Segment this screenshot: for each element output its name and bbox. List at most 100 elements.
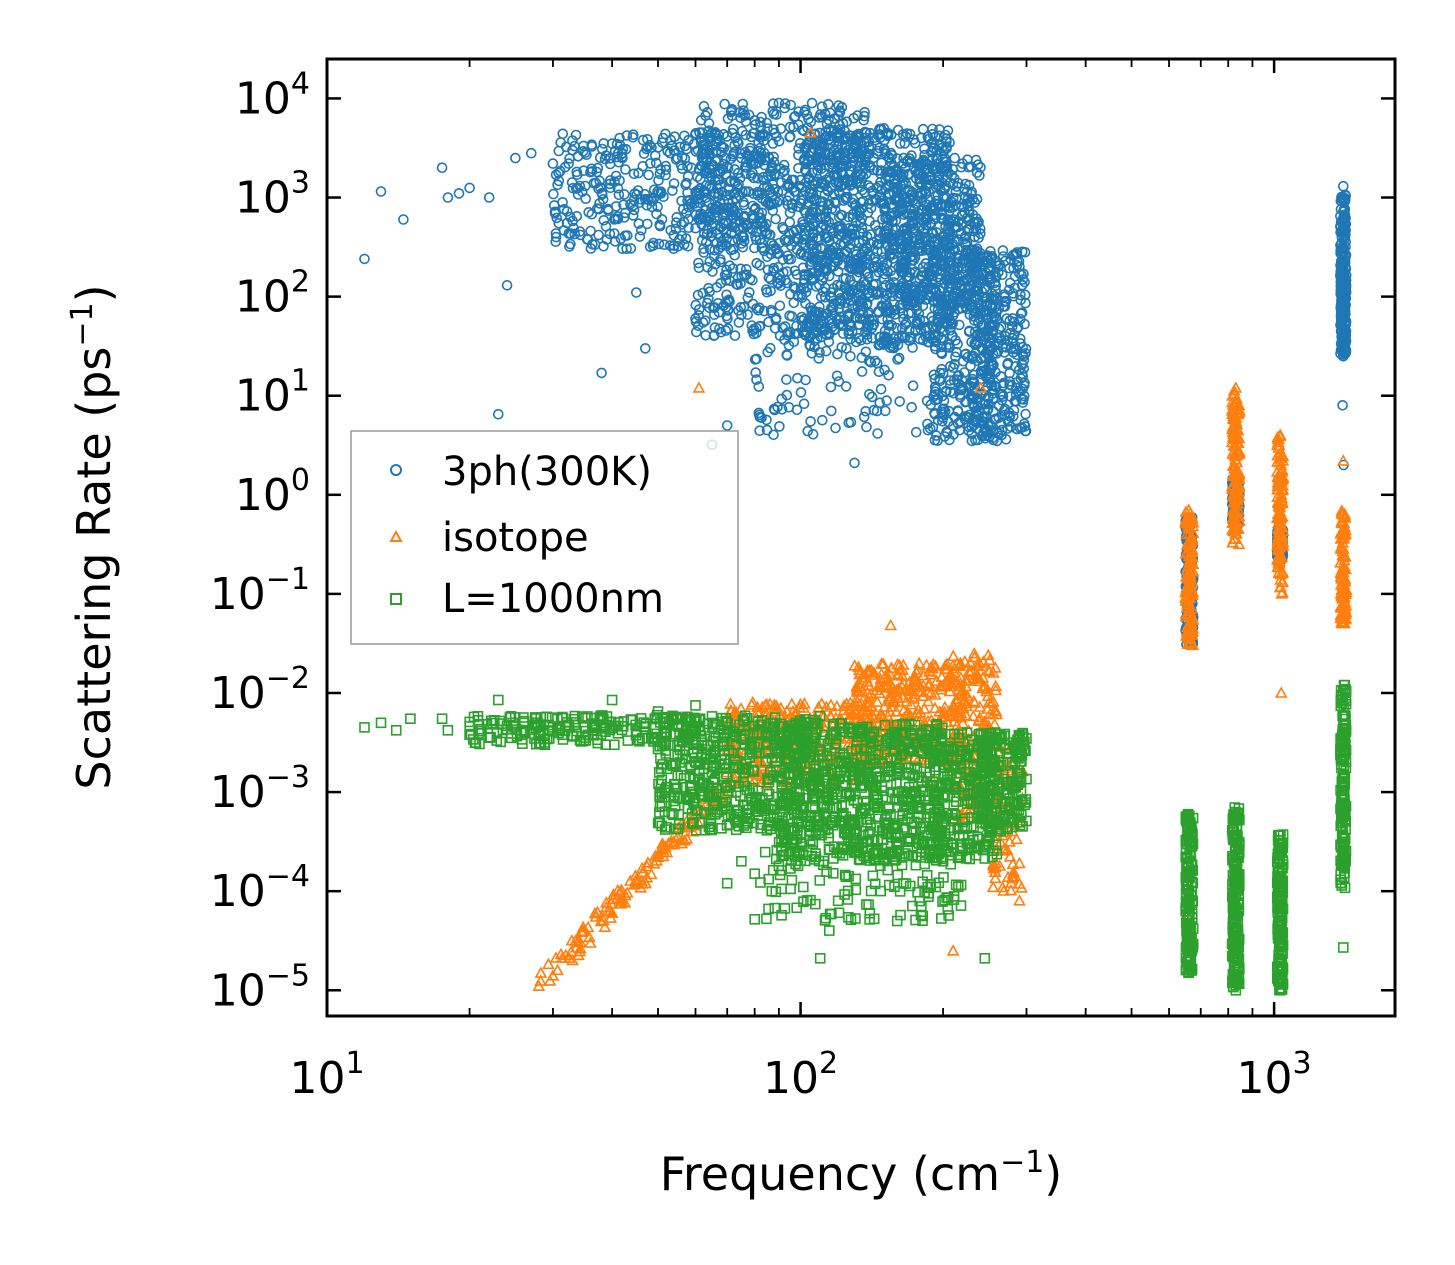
3ph-point: [709, 167, 721, 178]
3ph-point: [951, 257, 963, 268]
3ph-point: [550, 236, 562, 247]
3ph-point: [1016, 279, 1028, 291]
3ph-point: [742, 292, 754, 304]
3ph-point: [980, 296, 991, 307]
3ph-point: [866, 391, 878, 403]
3ph-point: [804, 150, 815, 162]
3ph-point: [831, 370, 843, 382]
3ph-point: [803, 214, 815, 225]
3ph-point: [634, 231, 646, 242]
3ph-point: [683, 134, 694, 146]
3ph-point: [870, 256, 882, 268]
3ph-point: [650, 157, 662, 169]
3ph-point: [615, 233, 627, 244]
3ph-point: [711, 146, 722, 158]
3ph-point: [703, 282, 714, 294]
3ph-point: [1011, 349, 1023, 361]
3ph-point: [927, 421, 939, 433]
3ph-point: [651, 208, 662, 220]
3ph-point: [751, 303, 762, 314]
3ph-point: [699, 212, 711, 224]
3ph-point: [565, 228, 576, 239]
3ph-point: [829, 196, 840, 208]
3ph-point: [764, 342, 776, 354]
3ph-point: [805, 183, 816, 195]
3ph-point: [785, 253, 797, 265]
3ph-point: [836, 230, 847, 241]
3ph-point: [752, 304, 764, 316]
3ph-point: [866, 332, 878, 344]
3ph-point: [693, 262, 705, 274]
3ph-point: [1005, 253, 1016, 265]
3ph-point: [646, 196, 658, 207]
3ph-point: [635, 225, 647, 236]
3ph-point: [990, 272, 1002, 283]
3ph-point: [823, 336, 835, 348]
3ph-point: [944, 137, 955, 148]
3ph-point: [700, 180, 712, 191]
3ph-point: [845, 416, 857, 428]
3ph-point: [704, 148, 715, 160]
3ph-point: [847, 258, 858, 270]
3ph-point: [902, 231, 914, 243]
3ph-point: [738, 235, 750, 247]
3ph-point: [706, 128, 717, 139]
3ph-point: [842, 235, 854, 247]
3ph-point: [899, 288, 911, 299]
3ph-point: [587, 239, 598, 250]
3ph-point: [751, 257, 763, 269]
3ph-point: [719, 269, 731, 281]
3ph-point: [553, 218, 565, 229]
3ph-point: [871, 246, 883, 257]
3ph-point: [729, 330, 741, 341]
3ph-point: [633, 167, 644, 179]
3ph-point: [887, 223, 899, 235]
3ph-point: [743, 287, 755, 298]
3ph-point: [1015, 294, 1027, 306]
3ph-point: [807, 232, 819, 243]
3ph-point: [1017, 348, 1029, 360]
3ph-point: [955, 161, 967, 173]
3ph-point: [658, 239, 670, 250]
3ph-point: [861, 333, 873, 345]
3ph-point: [937, 305, 949, 317]
3ph-point: [642, 141, 653, 153]
3ph-point: [973, 232, 984, 243]
3ph-point: [933, 130, 945, 142]
3ph-point: [676, 195, 687, 207]
3ph-point: [949, 293, 960, 304]
3ph-point: [758, 147, 770, 159]
3ph-point: [720, 275, 732, 286]
3ph-point: [929, 335, 940, 347]
3ph-point: [823, 329, 835, 340]
3ph-point: [791, 404, 803, 416]
3ph-point: [845, 263, 857, 275]
3ph-point: [971, 417, 982, 428]
3ph-point: [604, 178, 616, 190]
3ph-point: [937, 230, 949, 242]
3ph-point: [671, 212, 683, 223]
3ph-point: [830, 422, 841, 434]
3ph-point: [1020, 408, 1031, 420]
3ph-point: [702, 224, 713, 235]
3ph-point: [950, 351, 961, 363]
3ph-point: [881, 239, 893, 250]
3ph-point: [667, 185, 678, 196]
3ph-point: [1011, 256, 1023, 268]
3ph-point: [818, 272, 829, 283]
3ph-point: [781, 374, 792, 385]
3ph-point: [856, 304, 868, 316]
3ph-point: [972, 423, 983, 435]
3ph-point: [977, 255, 988, 267]
3ph-point: [972, 393, 984, 404]
3ph-point: [652, 186, 663, 197]
3ph-point: [723, 294, 735, 306]
3ph-point: [936, 177, 948, 188]
3ph-point: [1019, 418, 1030, 430]
3ph-point: [907, 380, 919, 392]
3ph-point: [801, 109, 813, 121]
3ph-point: [709, 245, 720, 256]
3ph-point: [1007, 313, 1019, 324]
3ph-point: [551, 212, 563, 224]
3ph-point: [858, 411, 870, 423]
